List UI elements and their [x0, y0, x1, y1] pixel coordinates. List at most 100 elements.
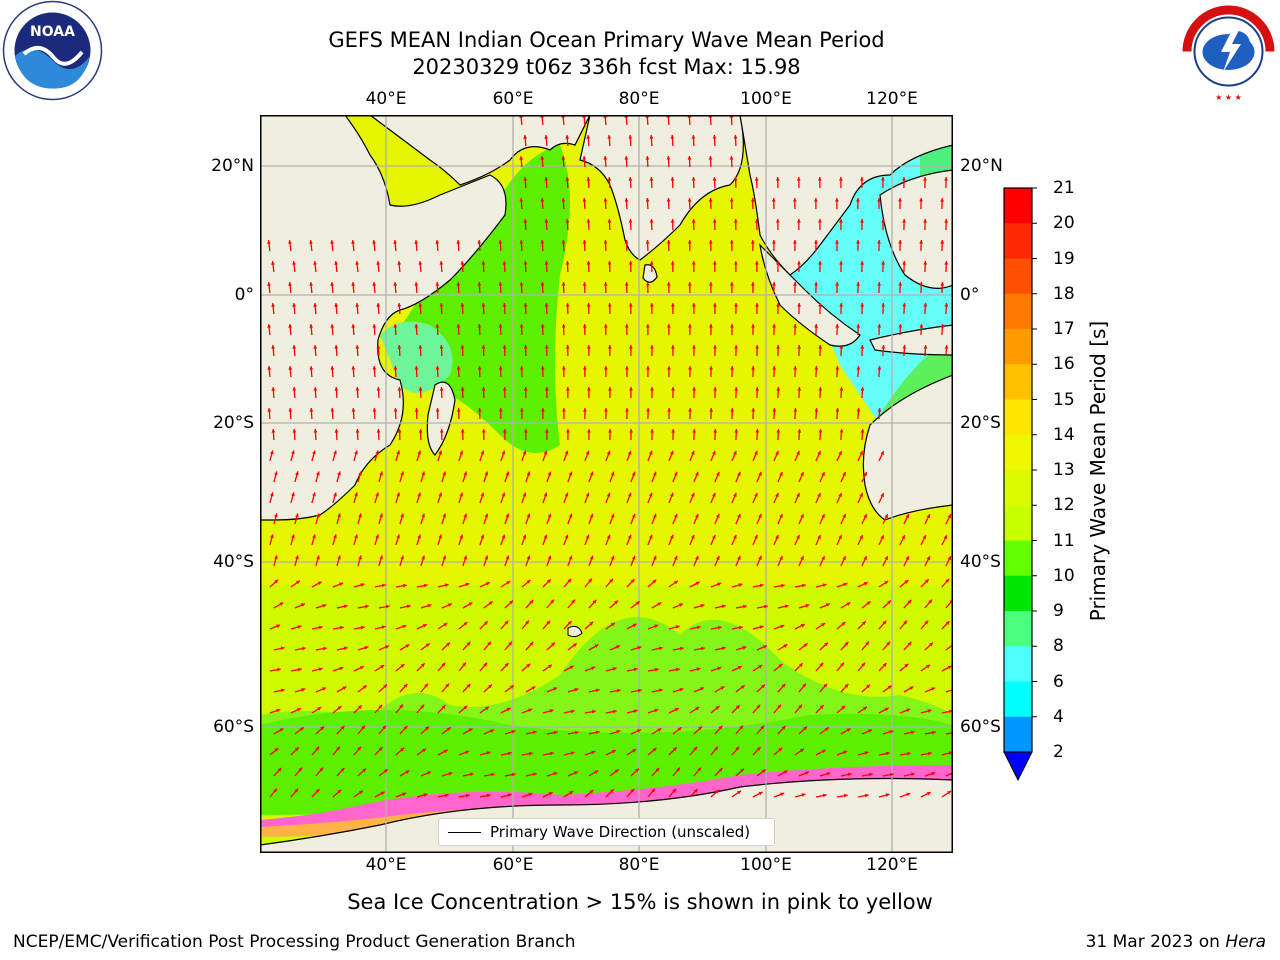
wave-arrow-head	[267, 282, 271, 286]
wave-arrow-head	[276, 708, 281, 713]
wave-arrow-head	[540, 408, 545, 412]
wave-arrow-head	[880, 451, 884, 456]
wave-arrow-head	[372, 366, 377, 370]
wave-arrow-head	[477, 240, 482, 244]
wave-arrow-head	[792, 198, 797, 202]
wave-arrow-head	[380, 791, 385, 796]
wave-arrow-head	[296, 708, 301, 712]
wave-arrow-head	[490, 729, 495, 733]
wave-arrow-head	[801, 793, 806, 797]
wave-arrow-head	[383, 769, 388, 774]
wave-arrow-head	[793, 408, 798, 412]
wave-arrow-head	[443, 749, 448, 754]
wave-arrow-head	[709, 408, 714, 412]
wave-arrow-head	[654, 624, 659, 629]
wave-arrow-head	[697, 767, 702, 772]
wave-arrow-head	[568, 513, 573, 518]
wave-arrow-head	[439, 303, 444, 307]
wave-arrow-head	[403, 683, 408, 688]
wave-arrow-head	[421, 471, 426, 476]
svg-text:★ ★ ★: ★ ★ ★	[1215, 93, 1242, 102]
wave-arrow-head	[523, 261, 528, 265]
wave-arrow-head	[658, 688, 663, 693]
wave-arrow-head	[733, 135, 738, 139]
wave-arrow-head	[522, 534, 527, 539]
wave-arrow-head	[477, 282, 482, 286]
colorbar-tick-label: 14	[1053, 424, 1075, 445]
wave-arrow-head	[607, 177, 612, 181]
wave-arrow-head	[565, 261, 570, 265]
wave-arrow-head	[818, 345, 823, 349]
wave-arrow-head	[448, 603, 453, 607]
wave-period-map	[260, 115, 953, 853]
wave-arrow-head	[673, 471, 678, 476]
wave-arrow-head	[776, 345, 781, 349]
wave-arrow-head	[270, 534, 274, 539]
wave-arrow-head	[544, 177, 549, 181]
wave-arrow-head	[844, 641, 849, 646]
map-legend: Primary Wave Direction (unscaled)	[438, 818, 775, 846]
wave-arrow-head	[267, 366, 272, 370]
wave-arrow-head	[361, 725, 366, 730]
wave-arrow-head	[803, 643, 808, 648]
wave-arrow-head	[399, 704, 403, 709]
wave-arrow-head	[375, 534, 379, 539]
wave-arrow-head	[402, 792, 407, 797]
wave-arrow-head	[645, 240, 650, 244]
wave-arrow-head	[330, 366, 335, 370]
wave-arrow-head	[880, 493, 884, 498]
wave-arrow-head	[526, 471, 531, 476]
wave-arrow-head	[822, 583, 827, 588]
wave-arrow-head	[715, 789, 720, 794]
wave-arrow-head	[337, 471, 341, 476]
wave-arrow-head	[755, 345, 760, 349]
wave-arrow-head	[923, 219, 928, 223]
noaa-logo-text: NOAA	[30, 24, 75, 40]
lat-label-right: 20°S	[960, 413, 1001, 433]
wave-arrow-head	[522, 450, 527, 455]
wave-arrow-head	[860, 303, 865, 307]
wave-arrow-head	[504, 663, 509, 667]
wave-arrow-head	[425, 726, 429, 731]
wave-arrow-head	[733, 534, 737, 539]
wave-arrow-head	[904, 580, 909, 584]
lat-label-left: 20°S	[213, 413, 254, 433]
wave-arrow-head	[814, 282, 818, 286]
wave-arrow-head	[414, 408, 419, 412]
wave-arrow-head	[866, 684, 871, 689]
wave-arrow-head	[721, 604, 726, 609]
wave-arrow-head	[648, 450, 653, 455]
wave-arrow-head	[301, 687, 306, 692]
wave-arrow-head	[334, 345, 339, 349]
wave-arrow-head	[631, 513, 636, 518]
wave-arrow-head	[637, 729, 641, 733]
wave-arrow-head	[481, 303, 486, 307]
wave-arrow-head	[379, 513, 383, 518]
wave-arrow-head	[902, 219, 907, 223]
wave-arrow-head	[549, 709, 554, 713]
wave-arrow-head	[751, 408, 756, 412]
wave-arrow-head	[587, 429, 591, 433]
wave-arrow-head	[292, 387, 297, 391]
wave-arrow-head	[594, 770, 599, 774]
wave-arrow-head	[582, 324, 587, 328]
wave-arrow-head	[780, 624, 785, 629]
wave-arrow-head	[312, 534, 316, 539]
wave-arrow-head	[740, 685, 745, 690]
wave-arrow-head	[629, 387, 633, 391]
wave-arrow-head	[420, 704, 425, 709]
wave-arrow-head	[540, 198, 545, 202]
wave-arrow-head	[672, 747, 677, 752]
wave-arrow-head	[582, 156, 587, 160]
wave-arrow-head	[291, 534, 295, 539]
wave-arrow-head	[690, 450, 695, 455]
wave-arrow-head	[484, 706, 489, 711]
wave-arrow-head	[859, 451, 863, 456]
wave-arrow-head	[800, 513, 804, 518]
wave-arrow-head	[322, 687, 327, 691]
wave-arrow-head	[400, 747, 405, 752]
wave-arrow-head	[315, 789, 320, 793]
wave-arrow-head	[406, 604, 411, 609]
wave-arrow-head	[297, 667, 302, 672]
wave-arrow-head	[569, 665, 574, 670]
